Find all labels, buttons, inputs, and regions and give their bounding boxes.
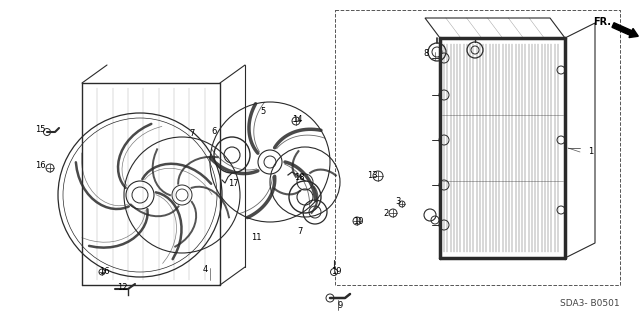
Text: FR.: FR. [593, 17, 611, 27]
Text: 4: 4 [202, 265, 207, 275]
Text: 1: 1 [588, 147, 594, 157]
Text: SDA3- B0501: SDA3- B0501 [560, 299, 620, 308]
Text: 8: 8 [423, 49, 429, 58]
Text: 16: 16 [35, 161, 45, 170]
Text: 14: 14 [292, 115, 302, 123]
Text: 17: 17 [228, 179, 238, 188]
Text: 3: 3 [396, 197, 401, 206]
Text: 2: 2 [383, 209, 388, 218]
Text: 13: 13 [367, 172, 378, 181]
Text: 19: 19 [331, 266, 341, 276]
Text: 7: 7 [298, 226, 303, 235]
Text: 6: 6 [211, 128, 217, 137]
Text: 18: 18 [294, 173, 304, 182]
Text: 16: 16 [99, 266, 109, 276]
Text: 7: 7 [189, 129, 195, 137]
Text: 15: 15 [35, 125, 45, 135]
FancyArrow shape [612, 23, 638, 38]
Text: 10: 10 [353, 217, 364, 226]
Text: 11: 11 [251, 233, 261, 241]
Text: 5: 5 [260, 108, 266, 116]
Text: 12: 12 [116, 284, 127, 293]
Text: 9: 9 [337, 300, 342, 309]
